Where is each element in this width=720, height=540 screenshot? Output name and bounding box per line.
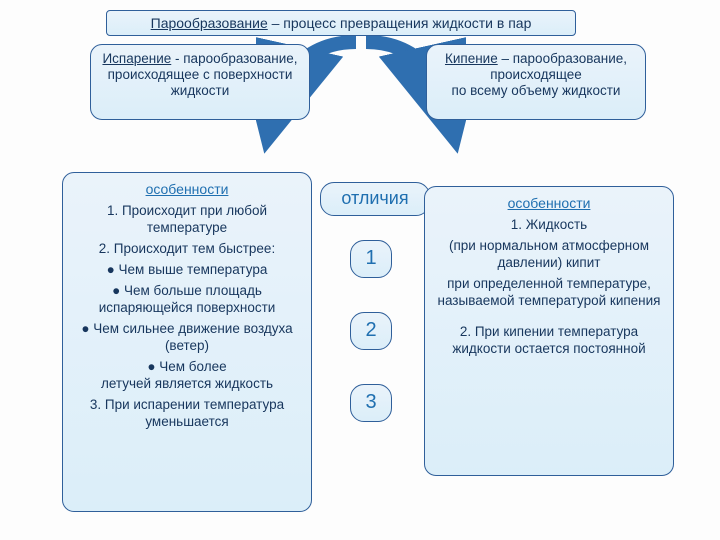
boiling-features: особенности 1. Жидкость (при нормальном … [424, 186, 674, 476]
right-p1b: (при нормальном атмосферном давлении) ки… [431, 237, 667, 271]
differences-label: отличия [320, 182, 430, 216]
evaporation-definition: Испарение - парообразование, происходяще… [90, 44, 310, 120]
diff-number-3: 3 [350, 384, 392, 422]
boil-underlined: Кипение [445, 51, 498, 66]
boiling-definition: Кипение – парообразование, происходящее … [426, 44, 646, 120]
left-p2: 2. Происходит тем быстрее: [69, 240, 305, 257]
boil-rest2: по всему объему жидкости [452, 83, 621, 98]
diff-number-2: 2 [350, 312, 392, 350]
title-rest: – процесс превращения жидкости в пар [268, 15, 532, 31]
title-underlined: Парообразование [151, 15, 268, 31]
num2: 2 [365, 319, 376, 341]
boil-rest: – парообразование, происходящее [490, 51, 627, 82]
title-box: Парообразование – процесс превращения жи… [106, 10, 576, 36]
left-p1: 1. Происходит при любой температуре [69, 202, 305, 236]
left-b3: ● Чем сильнее движение воздуха (ветер) [69, 320, 305, 354]
right-header: особенности [431, 195, 667, 212]
right-p2: 2. При кипении температура жидкости оста… [431, 323, 667, 357]
left-p3: 3. При испарении температура уменьшается [69, 396, 305, 430]
left-header: особенности [69, 181, 305, 198]
num1: 1 [365, 247, 376, 269]
right-p1a: 1. Жидкость [431, 216, 667, 233]
evap-underlined: Испарение [102, 51, 171, 66]
left-b4: ● Чем более [69, 358, 305, 375]
diff-number-1: 1 [350, 240, 392, 278]
left-b1: ● Чем выше температура [69, 261, 305, 278]
right-p1c: при определенной температуре, называемой… [431, 275, 667, 309]
diff-text: отличия [341, 188, 408, 208]
left-b4b: летучей является жидкость [69, 375, 305, 392]
evaporation-features: особенности 1. Происходит при любой темп… [62, 172, 312, 512]
num3: 3 [365, 391, 376, 413]
left-b2: ● Чем больше площадь испаряющейся поверх… [69, 282, 305, 316]
